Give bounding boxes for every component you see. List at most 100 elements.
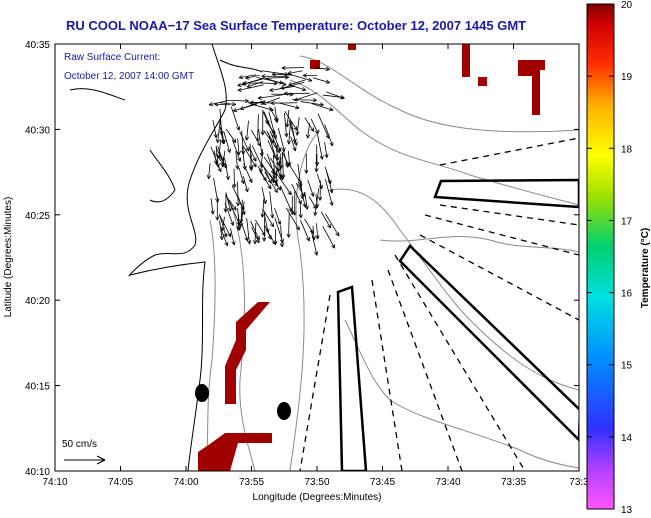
current-vector [315, 66, 330, 72]
annotation-line-2: October 12, 2007 14:00 GMT [64, 71, 194, 82]
current-vector [274, 207, 282, 225]
current-vector [269, 157, 284, 181]
current-vector [241, 224, 249, 242]
current-vector [290, 195, 295, 215]
current-vector [302, 73, 318, 78]
current-vector [223, 194, 228, 213]
colorbar-tick-label: 17 [621, 216, 633, 227]
current-vector [310, 118, 319, 135]
current-vector [291, 183, 302, 205]
current-vector [255, 114, 260, 142]
marker-circle [195, 384, 209, 402]
current-vector [315, 223, 320, 240]
current-vector [325, 179, 334, 206]
current-vector [213, 177, 220, 203]
bathymetry-contours [204, 55, 579, 471]
current-vector [251, 145, 263, 168]
current-vector [219, 102, 237, 107]
coastline [69, 44, 263, 471]
current-vector [271, 168, 276, 184]
current-vector [241, 130, 246, 155]
current-vector [298, 201, 303, 219]
current-vector [235, 151, 240, 170]
current-vector [254, 219, 266, 236]
current-vector [241, 146, 247, 170]
current-vector [264, 77, 287, 86]
current-vector [215, 118, 221, 144]
x-axis: 74:10 74:05 74:00 73:55 73:50 73:45 73:40 73:35… [42, 44, 589, 488]
current-vector [317, 113, 330, 139]
current-vector [272, 72, 293, 77]
colorbar-tick-label: 13 [621, 505, 633, 516]
current-vector [305, 123, 311, 139]
current-vector [230, 98, 249, 104]
y-tick-label: 40:10 [25, 467, 50, 478]
current-vector [258, 149, 264, 174]
current-vector [282, 149, 290, 168]
radar-beams [336, 178, 579, 471]
beam-outline [433, 178, 579, 209]
current-vector [245, 74, 260, 80]
annotation-line-1: Raw Surface Current: [64, 52, 160, 63]
current-vector [239, 131, 250, 152]
current-vector [261, 187, 267, 205]
current-vector [249, 143, 254, 171]
beam-outline [398, 244, 579, 442]
current-vector [262, 111, 270, 125]
current-vector [307, 179, 315, 197]
sst-patch [462, 44, 470, 77]
current-vector [314, 154, 319, 173]
current-vector [262, 208, 275, 228]
current-vector [223, 131, 231, 153]
current-vector [308, 196, 317, 210]
current-vector [286, 213, 291, 238]
current-vector [324, 166, 332, 185]
current-vector [244, 120, 250, 141]
current-vector [300, 220, 310, 242]
y-axis-label: Latitude (Degrees:Minutes) [3, 197, 14, 318]
current-vector [304, 191, 309, 210]
current-vector [257, 166, 267, 182]
current-vector [230, 106, 241, 131]
current-vector [236, 138, 241, 156]
current-vector [230, 228, 236, 246]
x-tick-label: 73:45 [370, 477, 395, 488]
current-vector [219, 220, 224, 241]
current-vector [280, 185, 293, 212]
current-vector [261, 74, 287, 79]
beam-outline [336, 285, 368, 471]
current-vector [225, 192, 232, 212]
current-vector [316, 173, 323, 190]
chart-title: RU COOL NOAA−17 Sea Surface Temperature:… [66, 18, 526, 33]
current-vector [262, 97, 281, 105]
colorbar-tick-label: 20 [621, 0, 633, 11]
current-vector [237, 196, 246, 215]
scale-vector-label: 50 cm/s [62, 439, 97, 450]
colorbar-label: Temperature (°C) [640, 228, 651, 309]
current-vector [318, 180, 323, 201]
current-vector [278, 102, 300, 110]
current-vector [269, 191, 275, 219]
current-vector [224, 202, 235, 226]
current-vector [220, 150, 226, 168]
current-vector [264, 171, 278, 193]
sst-patch [198, 433, 272, 471]
current-vector [304, 153, 309, 174]
current-vector [268, 112, 278, 140]
colorbar-tick-label: 16 [621, 289, 633, 300]
x-tick-label: 73:55 [239, 477, 264, 488]
current-vector [300, 101, 324, 107]
current-vector [219, 127, 225, 144]
current-vector [287, 70, 303, 75]
current-vector [242, 145, 257, 168]
current-vector [276, 173, 292, 196]
current-vector [314, 144, 320, 166]
current-vector [277, 127, 286, 152]
current-vector [257, 94, 284, 100]
current-vector [288, 73, 313, 82]
map-area [69, 44, 579, 471]
current-vector [262, 213, 267, 242]
current-vector [283, 112, 289, 138]
current-vector [217, 139, 222, 159]
